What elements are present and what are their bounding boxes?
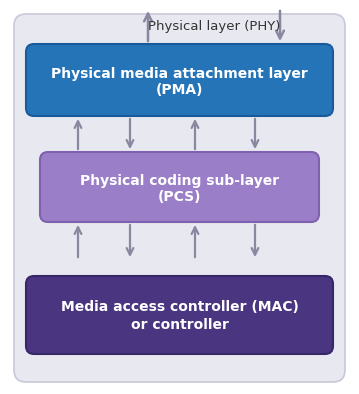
Text: Physical media attachment layer: Physical media attachment layer bbox=[51, 67, 308, 81]
FancyBboxPatch shape bbox=[26, 276, 333, 354]
Text: (PMA): (PMA) bbox=[156, 83, 203, 97]
Text: Physical coding sub-layer: Physical coding sub-layer bbox=[80, 174, 279, 188]
Text: or controller: or controller bbox=[131, 318, 228, 332]
Text: Media access controller (MAC): Media access controller (MAC) bbox=[61, 300, 298, 314]
Text: Physical layer (PHY): Physical layer (PHY) bbox=[148, 19, 280, 32]
FancyBboxPatch shape bbox=[26, 44, 333, 116]
Text: (PCS): (PCS) bbox=[158, 190, 201, 204]
FancyBboxPatch shape bbox=[40, 152, 319, 222]
FancyBboxPatch shape bbox=[14, 14, 345, 382]
